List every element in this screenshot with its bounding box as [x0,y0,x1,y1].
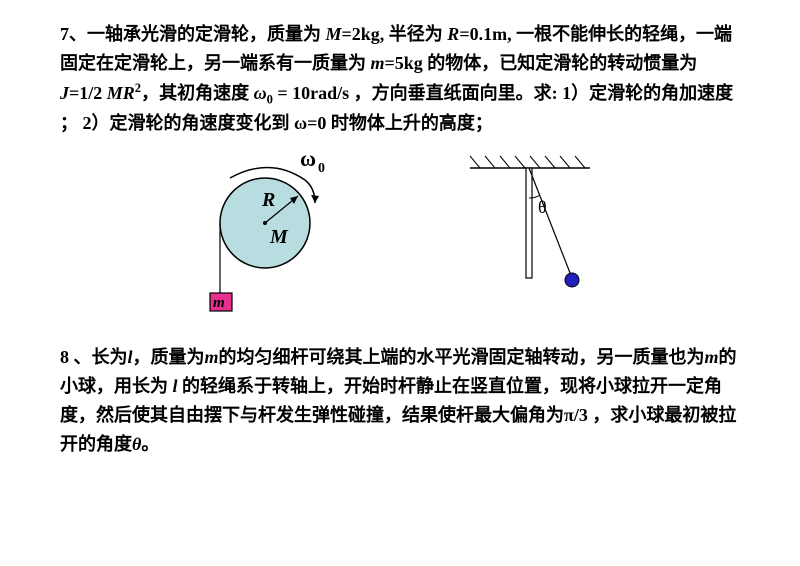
rotation-arrowhead [311,195,319,203]
sym-MR: MR [107,83,135,103]
hatch8 [575,156,585,168]
sym-M: M [326,24,342,44]
R-label: R [261,189,275,211]
p8-number: 8 、 [60,347,92,367]
pendulum-diagram: θ [450,148,630,323]
sym-omega: ω [254,83,267,103]
problem-8-text: 8 、长为l，质量为m的均匀细杆可绕其上端的水平光滑固定轴转动，另一质量也为m的… [60,343,740,458]
hatch4 [515,156,525,168]
p7-t1: 一轴承光滑的定滑轮，质量为 [87,24,326,44]
pulley-diagram: ω 0 R M m [170,148,370,323]
sym-m1: m [205,347,219,367]
p8-t3: 的均匀细杆可绕其上端的水平光滑固定轴转动，另一质量也为 [219,347,705,367]
omega-sub: 0 [318,161,325,176]
theta-label: θ [538,197,547,217]
M-label: M [269,226,289,248]
hatch3 [500,156,510,168]
hatch1 [470,156,480,168]
p7-number: 7、 [60,24,87,44]
hatch6 [545,156,555,168]
p7-t6: ，其初角速度 [141,83,254,103]
pendulum-ball [565,273,579,287]
diagrams-row: ω 0 R M m [60,148,740,323]
m-label: m [213,295,225,311]
sym-theta: θ [132,434,141,454]
omega-label: ω [300,148,316,171]
p7-t5: =1/2 [69,83,107,103]
sym-m: m [371,53,385,73]
p7-t2: =2kg, 半径为 [342,24,448,44]
problem-7-text: 7、一轴承光滑的定滑轮，质量为 M=2kg, 半径为 R=0.1m, 一根不能伸… [60,20,740,138]
pendulum-string [529,168,572,278]
vertical-rod [526,168,532,278]
sym-J: J [60,83,69,103]
hatch7 [560,156,570,168]
hatch2 [485,156,495,168]
sym-R: R [447,24,459,44]
p8-t2: ，质量为 [133,347,205,367]
pulley-svg: ω 0 R M m [170,148,370,318]
p8-t1: 长为 [92,347,128,367]
sym-m2: m [705,347,719,367]
hatch5 [530,156,540,168]
p7-t4: =5kg 的物体，已知定滑轮的转动惯量为 [385,53,698,73]
pendulum-svg: θ [450,148,630,318]
p8-t6: 。 [141,434,159,454]
